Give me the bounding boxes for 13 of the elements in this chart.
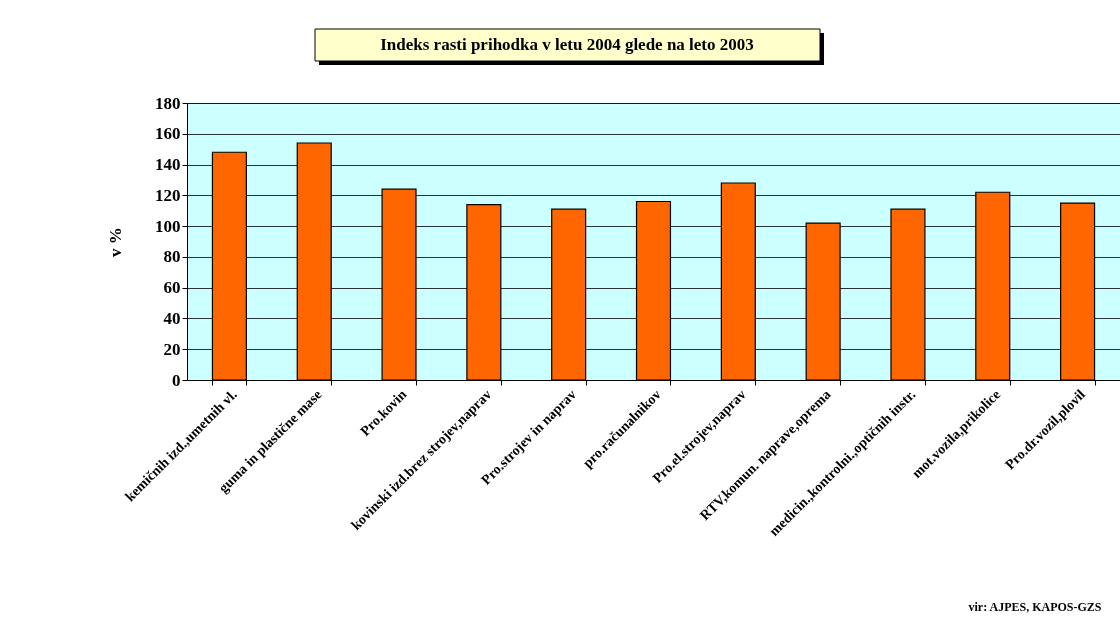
y-tick-label: 180 <box>155 93 181 113</box>
y-tick-label: 60 <box>163 278 181 298</box>
y-tick-label: 120 <box>155 185 181 205</box>
chart-title: Indeks rasti prihodka v letu 2004 glede na leto 2003 <box>380 35 754 54</box>
y-tick-label: 80 <box>163 247 181 267</box>
y-tick-label: 140 <box>155 155 181 175</box>
y-tick-label: 0 <box>172 370 181 390</box>
y-tick-label: 160 <box>155 124 181 144</box>
y-axis-title: v % <box>106 227 125 257</box>
y-tick-label: 40 <box>163 308 181 328</box>
text: vir: AJPES, KAPOS-GZS <box>968 600 1102 614</box>
y-tick-label: 100 <box>155 216 181 236</box>
y-tick-label: 20 <box>163 339 181 359</box>
